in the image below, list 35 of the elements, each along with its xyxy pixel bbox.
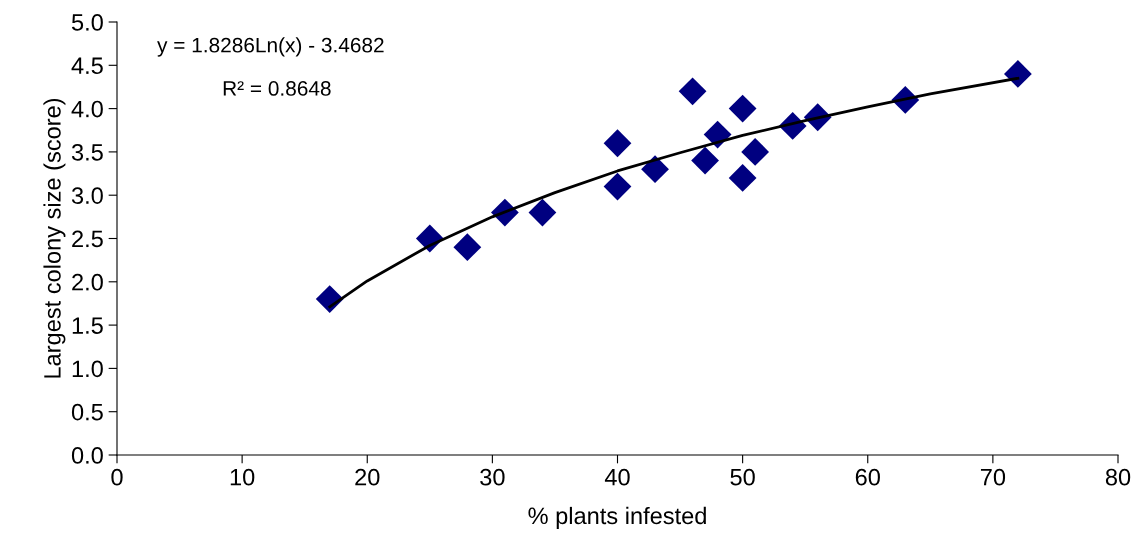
- y-tick-label: 3.0: [71, 187, 103, 204]
- y-tick-label: 4.0: [71, 100, 103, 118]
- y-tick-label: 0.0: [71, 447, 103, 464]
- x-tick-label: 0: [111, 468, 123, 486]
- point: [1004, 60, 1032, 88]
- x-tick-label: 80: [1105, 468, 1131, 486]
- y-tick-label: 2.0: [72, 273, 103, 291]
- y-tick-label: 1.0: [72, 360, 103, 378]
- point: [678, 77, 707, 106]
- annotation: y = 1.8286Ln(x) - 3.4682: [157, 37, 384, 57]
- y-axis-title: Largest colony size (score): [43, 98, 66, 378]
- point: [603, 129, 632, 158]
- y-tick-label: 5.0: [71, 14, 103, 31]
- point: [453, 233, 482, 262]
- x-tick-label: 60: [855, 468, 880, 486]
- x-tick-label: 20: [355, 468, 380, 486]
- point: [641, 155, 669, 184]
- x-tick-label: 10: [230, 468, 255, 486]
- y-tick-label: 0.5: [71, 403, 103, 421]
- point: [603, 172, 632, 201]
- x-tick-label: 70: [980, 468, 1006, 486]
- y-tick-label: 4.5: [71, 57, 103, 75]
- y-tick-label: 2.5: [72, 230, 103, 248]
- point: [741, 138, 770, 166]
- y-tick-label: 1.5: [72, 317, 103, 334]
- annotation: R² = 0.8648: [223, 81, 331, 96]
- x-tick-label: 50: [730, 468, 755, 486]
- point: [728, 163, 757, 192]
- point: [528, 198, 557, 227]
- x-axis-title: % plants infested: [528, 506, 706, 529]
- point: [691, 146, 719, 175]
- x-tick-label: 40: [604, 468, 630, 486]
- y-tick-label: 3.5: [71, 143, 103, 161]
- x-tick-label: 30: [480, 468, 505, 486]
- point: [728, 94, 757, 123]
